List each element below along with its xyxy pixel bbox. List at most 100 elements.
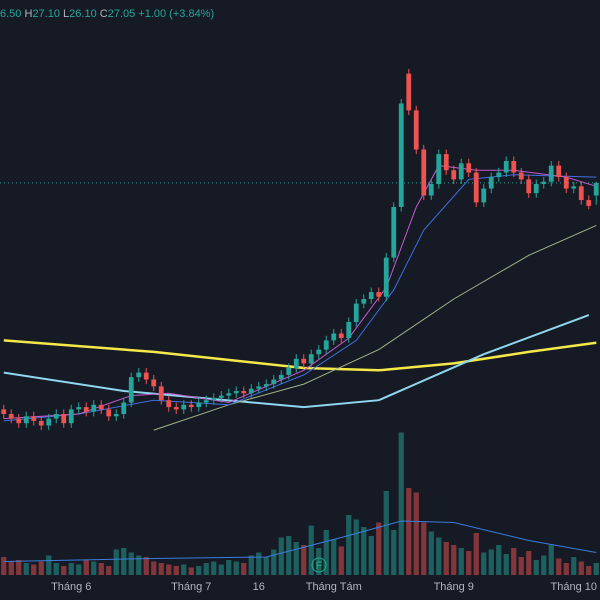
volume-bar — [563, 563, 569, 575]
candle-body — [481, 188, 487, 203]
x-tick-label: Tháng 6 — [51, 581, 91, 593]
candle-body — [1, 409, 7, 414]
volume-bar — [436, 537, 442, 575]
volume-bar — [466, 551, 472, 575]
volume-bar — [398, 432, 404, 575]
candle-body — [548, 165, 554, 182]
candle-body — [23, 416, 29, 424]
volume-bar — [421, 522, 427, 575]
volume-bar — [113, 549, 119, 575]
candle-body — [136, 372, 142, 378]
x-tick-label: Tháng Tám — [306, 581, 362, 593]
candle-body — [511, 161, 517, 173]
volume-bar — [263, 557, 269, 575]
candle-body — [278, 374, 284, 380]
volume-bar — [8, 561, 14, 575]
volume-bar — [256, 552, 262, 575]
volume-bar — [556, 558, 562, 575]
x-tick-label: Tháng 9 — [434, 581, 474, 593]
volume-bar — [338, 546, 344, 575]
candle-body — [181, 404, 187, 410]
candle-body — [286, 368, 292, 375]
volume-bar — [451, 545, 457, 575]
candle-body — [263, 384, 269, 387]
volume-bar — [203, 563, 209, 575]
candle-body — [151, 379, 157, 387]
legend-value: 6.50 — [0, 8, 21, 20]
candle-body — [346, 322, 352, 339]
moving-average-line — [3, 520, 597, 562]
volume-bar — [533, 560, 539, 575]
candle-body — [106, 409, 112, 417]
candle-body — [211, 397, 217, 401]
volume-bar — [1, 557, 7, 575]
volume-bar — [578, 561, 584, 575]
candle-body — [488, 177, 494, 189]
candle-body — [391, 207, 397, 258]
candle-body — [436, 154, 442, 184]
candle-body — [571, 186, 577, 189]
volume-bar — [23, 563, 29, 575]
volume-bar — [308, 525, 314, 575]
volume-bar — [458, 548, 464, 575]
volume-bar — [226, 560, 232, 575]
volume-bar — [233, 561, 239, 575]
candle-body — [458, 163, 464, 180]
legend-key: H — [24, 8, 32, 20]
volume-bar — [541, 555, 547, 575]
candle-body — [196, 402, 202, 408]
volume-bar — [143, 557, 149, 575]
candle-body — [293, 358, 299, 368]
candle-body — [451, 170, 457, 180]
candle-body — [466, 163, 472, 173]
volume-bar — [158, 563, 164, 575]
candle-body — [8, 414, 14, 419]
legend-key: L — [63, 8, 69, 20]
candle-body — [323, 340, 329, 350]
candle-body — [188, 404, 194, 408]
candle-body — [91, 404, 97, 412]
candle-body — [31, 416, 37, 421]
candle-body — [578, 186, 584, 201]
candle-body — [83, 407, 89, 412]
candle-body — [338, 333, 344, 339]
volume-bar — [241, 563, 247, 575]
volume-bar — [593, 563, 599, 575]
volume-bar — [286, 536, 292, 575]
candle-body — [541, 181, 547, 184]
volume-bar — [91, 561, 97, 575]
volume-bar — [121, 548, 127, 575]
volume-bar — [166, 564, 172, 575]
candle-body — [361, 299, 367, 304]
candle-body — [316, 349, 322, 355]
candle-body — [376, 292, 382, 297]
candle-body — [121, 402, 127, 414]
volume-bar — [518, 557, 524, 575]
candle-body — [413, 110, 419, 150]
x-tick-label: 16 — [253, 581, 265, 593]
candle-body — [53, 414, 59, 419]
volume-bar — [136, 555, 142, 575]
volume-bar — [323, 530, 329, 575]
volume-bar — [76, 564, 82, 575]
candle-body — [128, 377, 134, 403]
candle-body — [368, 292, 374, 299]
ohlc-legend: 6.50 H27.10 L26.10 C27.05 +1.00 (+3.84%) — [0, 8, 214, 20]
candle-body — [503, 161, 509, 173]
candle-body — [203, 400, 209, 403]
volume-bar — [38, 561, 44, 575]
volume-bar — [316, 548, 322, 575]
candle-body — [241, 391, 247, 394]
volume-bar — [106, 566, 112, 575]
candle-body — [406, 73, 412, 111]
legend-value: 27.05 — [108, 8, 136, 20]
volume-bar — [128, 552, 134, 575]
candle-body — [173, 407, 179, 410]
candle-body — [383, 257, 389, 297]
volume-bar — [548, 545, 554, 575]
volume-bar — [53, 563, 59, 575]
candle-body — [16, 418, 22, 424]
volume-bar — [68, 563, 74, 575]
